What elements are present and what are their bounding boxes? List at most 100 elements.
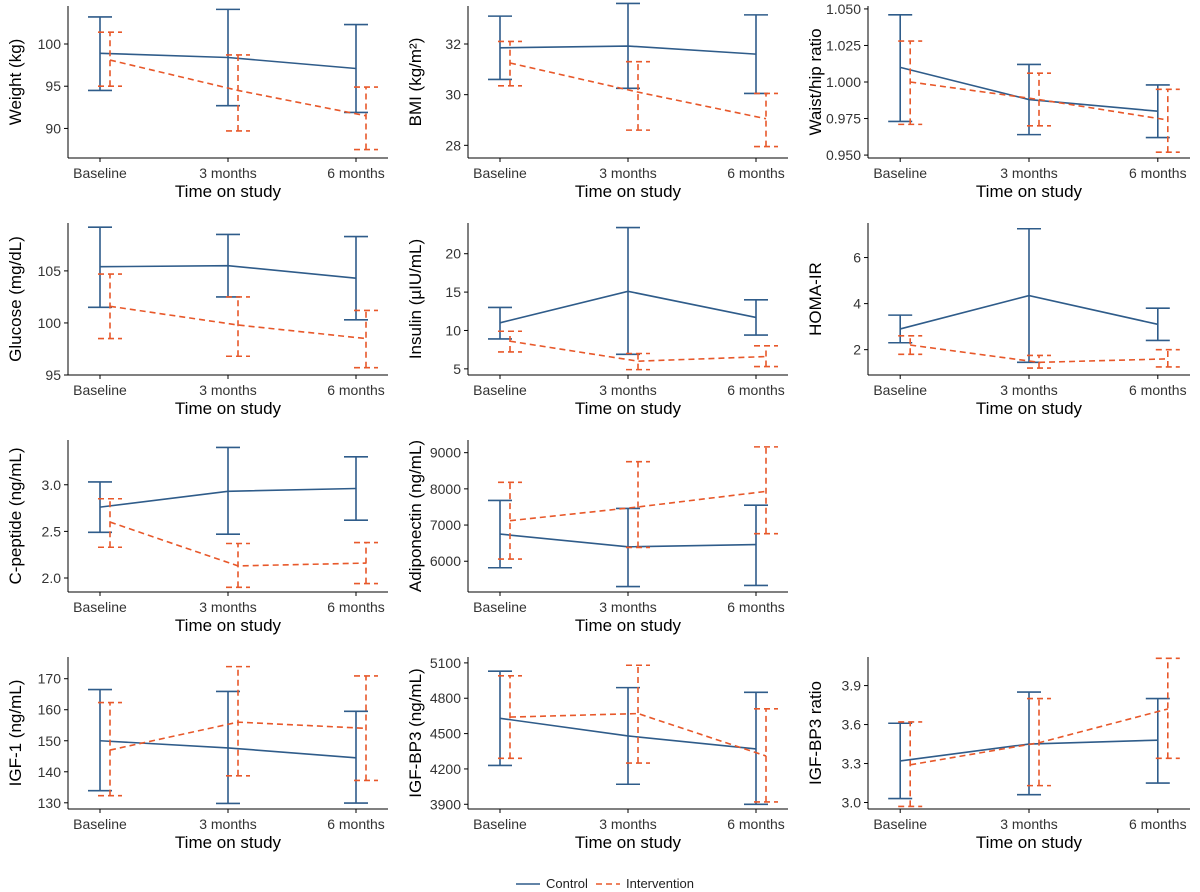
series-intervention [898, 40, 1180, 153]
x-tick-label: 3 months [1000, 816, 1058, 832]
x-tick-label: 6 months [727, 599, 785, 615]
series-control [488, 670, 768, 806]
x-axis-title: Time on study [575, 399, 682, 418]
x-tick-label: Baseline [473, 382, 527, 398]
series-line [109, 721, 367, 751]
x-tick-label: Baseline [873, 165, 927, 181]
chart-panel-6: 2 4 6 Baseline 3 months 6 months Time on study… [806, 223, 1190, 418]
y-tick-label: 28 [445, 137, 461, 153]
y-tick-label: 3900 [430, 796, 461, 812]
legend-control-label: Control [546, 876, 588, 891]
series-control [488, 226, 768, 356]
chart-panel-4: 95 100 105 Baseline 3 months 6 months Time on … [6, 223, 388, 418]
x-tick-label: 3 months [599, 165, 657, 181]
y-tick-label: 20 [445, 246, 461, 262]
x-axis-title: Time on study [175, 182, 282, 201]
x-tick-label: 3 months [1000, 165, 1058, 181]
y-tick-label: 3.3 [842, 756, 862, 772]
series-control [888, 691, 1170, 800]
series-line [910, 344, 1168, 364]
chart-panel-8: 6000 7000 8000 9000 Baseline 3 months 6 months… [406, 440, 788, 635]
series-line [509, 62, 767, 120]
y-axis-title: Glucose (mg/dL) [6, 236, 25, 362]
series-control [888, 227, 1170, 364]
y-tick-label: 150 [38, 733, 62, 749]
x-tick-label: 6 months [327, 165, 385, 181]
series-intervention [898, 657, 1180, 808]
y-tick-label: 2.5 [42, 523, 62, 539]
y-axis-title: IGF-1 (ng/mL) [6, 680, 25, 787]
series-control [88, 226, 368, 321]
y-tick-label: 4800 [430, 690, 461, 706]
x-tick-label: 6 months [1129, 816, 1187, 832]
y-axis-title: Insulin (µIU/mL) [406, 239, 425, 359]
y-axis-title: IGF-BP3 (ng/mL) [406, 668, 425, 797]
legend-control-swatch [516, 883, 540, 885]
series-line [509, 712, 767, 757]
y-tick-label: 32 [445, 36, 461, 52]
series-line [109, 305, 367, 340]
chart-panel-5: 5 10 15 20 Baseline 3 months 6 months Time on s… [406, 223, 788, 418]
y-tick-label: 1.000 [826, 74, 861, 90]
x-tick-label: 3 months [599, 599, 657, 615]
y-tick-label: 3.0 [842, 795, 862, 811]
y-tick-label: 90 [45, 120, 61, 136]
y-tick-label: 160 [38, 702, 62, 718]
y-tick-label: 170 [38, 671, 62, 687]
y-axis-title: Adiponectin (ng/mL) [406, 440, 425, 592]
y-tick-label: 1.025 [826, 37, 861, 53]
chart-panel-10: 3900 4200 4500 4800 5100 Baseline 3 months 6 mo… [406, 655, 788, 852]
x-tick-label: 3 months [599, 382, 657, 398]
x-tick-label: Baseline [473, 816, 527, 832]
chart-panel-1: 90 95 100 Baseline 3 months 6 months Time on s… [6, 6, 388, 201]
y-tick-label: 4500 [430, 726, 461, 742]
x-axis-title: Time on study [575, 182, 682, 201]
y-tick-label: 30 [445, 87, 461, 103]
y-tick-label: 3.6 [842, 717, 862, 733]
series-control [88, 8, 368, 114]
y-tick-label: 15 [445, 284, 461, 300]
chart-panel-2: 28 30 32 Baseline 3 months 6 months Time on st… [406, 2, 788, 201]
series-intervention [98, 497, 378, 589]
x-tick-label: 6 months [1129, 165, 1187, 181]
y-tick-label: 140 [38, 764, 62, 780]
x-axis-title: Time on study [175, 616, 282, 635]
y-tick-label: 105 [38, 263, 62, 279]
series-control [88, 446, 368, 535]
y-tick-label: 5 [453, 361, 461, 377]
x-tick-label: 6 months [727, 816, 785, 832]
series-intervention [98, 31, 378, 151]
x-tick-label: 3 months [199, 382, 257, 398]
x-tick-label: 6 months [327, 816, 385, 832]
legend: Control Intervention [0, 876, 1200, 892]
series-control [888, 13, 1170, 139]
x-axis-title: Time on study [976, 399, 1083, 418]
y-tick-label: 7000 [430, 517, 461, 533]
y-tick-label: 3.0 [42, 477, 62, 493]
x-tick-label: 3 months [199, 165, 257, 181]
x-axis-title: Time on study [575, 833, 682, 852]
x-tick-label: Baseline [873, 816, 927, 832]
y-tick-label: 4200 [430, 761, 461, 777]
y-tick-label: 2 [853, 342, 861, 358]
series-line [509, 490, 767, 522]
x-tick-label: Baseline [73, 816, 127, 832]
y-tick-label: 3.9 [842, 678, 862, 694]
chart-panel-9: 130 140 150 160 170 Baseline 3 months 6 months T… [6, 657, 388, 852]
y-tick-label: 8000 [430, 481, 461, 497]
legend-intervention-swatch [596, 883, 620, 885]
series-intervention [498, 446, 778, 560]
chart-panel-11: 3.0 3.3 3.6 3.9 Baseline 3 months 6 months Time… [806, 657, 1190, 852]
y-tick-label: 4 [853, 296, 861, 312]
y-tick-label: 6 [853, 250, 861, 266]
y-tick-label: 0.975 [826, 111, 861, 127]
y-tick-label: 0.950 [826, 147, 861, 163]
y-tick-label: 1.050 [826, 1, 861, 17]
series-intervention [898, 335, 1180, 369]
y-tick-label: 9000 [430, 445, 461, 461]
series-intervention [498, 330, 778, 371]
series-line [509, 340, 767, 362]
chart-panel-3: 0.950 0.975 1.000 1.025 1.050 Baseline 3 month… [806, 1, 1190, 201]
y-axis-title: HOMA-IR [806, 262, 825, 336]
y-tick-label: 2.0 [42, 570, 62, 586]
